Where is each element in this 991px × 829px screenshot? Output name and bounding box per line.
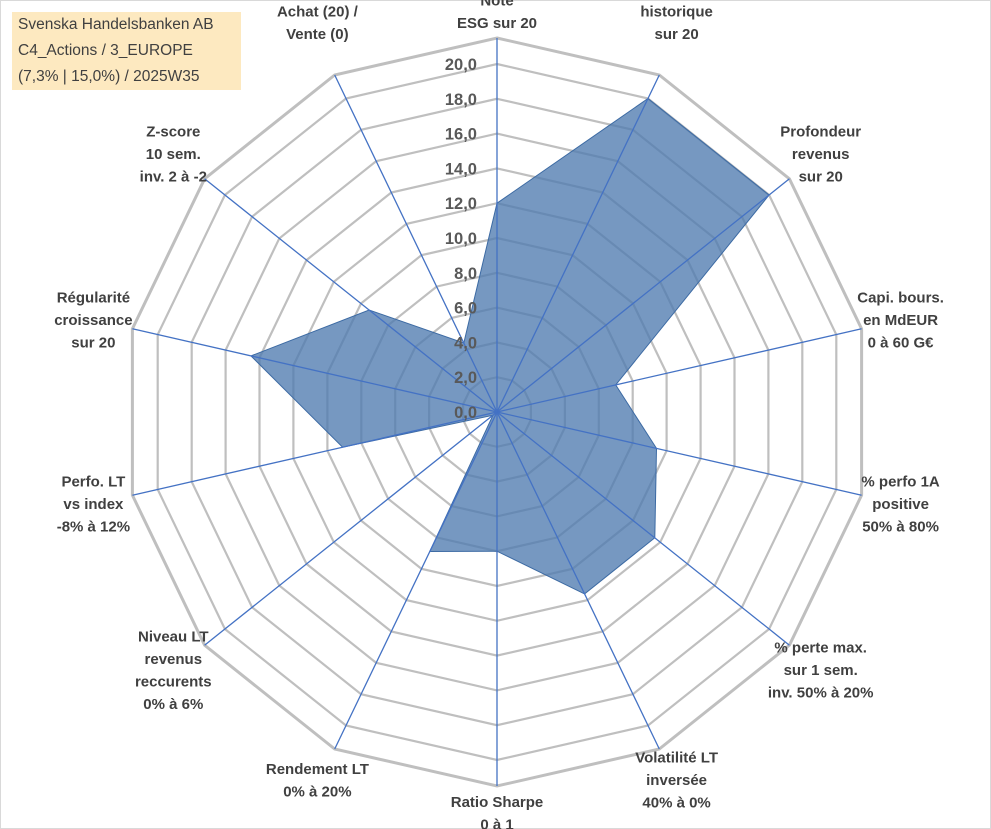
axis-label: MomentumAchat (20) /Vente (0) (277, 4, 359, 44)
axis-spoke (204, 178, 498, 413)
axis-label-line: 50% à 80% (862, 519, 939, 536)
axis-label-line: croissance (54, 312, 132, 329)
axis-label-line: -8% à 12% (57, 519, 130, 536)
axis-label-line: sur 20 (71, 334, 115, 351)
axis-label-line: Vente (0) (286, 26, 349, 43)
tick-label: 2,0 (454, 369, 477, 387)
chart-title-line-3: (7,3% | 15,0%) / 2025W35 (18, 68, 200, 85)
axis-label-line: sur 1 sem. (784, 662, 858, 679)
axis-label-line: vs index (63, 496, 124, 513)
axis-label-line: Perfo. LT (61, 474, 125, 491)
axis-label-line: Achat (20) / (277, 4, 359, 21)
tick-label: 6,0 (454, 300, 477, 318)
axis-label: Z-score 10 sem. inv. 2 à -2 (140, 123, 207, 185)
chart-title-box: Svenska Handelsbanken AB C4_Actions / 3_… (12, 12, 241, 90)
radar-axis-labels: Note ESG sur 20 Profondeur historique sur 20… (54, 0, 944, 829)
axis-label-line: % perfo 1A (861, 474, 940, 491)
radar-axes (132, 38, 862, 786)
axis-spoke (334, 74, 498, 413)
axis-label-line: sur 20 (654, 26, 698, 43)
axis-label-line: Z-score (146, 123, 200, 140)
axis-label-line: Volatilité LT (635, 750, 718, 767)
axis-spoke (496, 411, 790, 646)
tick-label: 20,0 (445, 56, 477, 74)
axis-label-line: Rendement LT (266, 761, 369, 778)
axis-spoke (496, 328, 862, 413)
axis-label-line: ESG sur 20 (457, 15, 537, 32)
axis-label: Profondeurhistoriquesur 20 (640, 4, 713, 44)
tick-label: 0,0 (454, 404, 477, 422)
axis-label-line: Profondeur (780, 123, 861, 140)
axis-spoke (204, 411, 498, 646)
axis-label-line: Note (480, 0, 513, 10)
axis-label-line: sur 20 (799, 168, 843, 185)
axis-label-line: inv. 50% à 20% (768, 685, 874, 702)
tick-label: 14,0 (445, 160, 477, 178)
tick-label: 18,0 (445, 91, 477, 109)
axis-spoke (496, 178, 790, 413)
axis-label-line: 0 à 1 (480, 816, 513, 829)
axis-label: Niveau LT revenus reccurents 0% à 6% (135, 628, 212, 713)
axis-label-line: Régularité (57, 289, 130, 306)
axis-label: Perfo. LT vs index -8% à 12% (57, 474, 130, 536)
axis-label-line: 0% à 6% (143, 696, 203, 713)
axis-label-line: Capi. bours. (857, 289, 944, 306)
axis-label-line: revenus (792, 146, 850, 163)
radar-tick-labels: 0,0 2,0 4,0 6,0 8,0 10,0 12,0 14,0 16,0 18,0 20,0 (445, 56, 477, 422)
axis-label-line: inversée (646, 772, 707, 789)
tick-label: 12,0 (445, 195, 477, 213)
axis-spoke (132, 328, 498, 413)
axis-label-line: 40% à 0% (642, 795, 710, 812)
axis-label: Ratio Sharpe 0 à 1 (451, 794, 544, 829)
tick-label: 10,0 (445, 230, 477, 248)
axis-label-line: Niveau LT (138, 628, 209, 645)
axis-spoke (334, 411, 498, 750)
axis-label-line: % perte max. (774, 640, 867, 657)
axis-spoke (496, 411, 660, 750)
axis-label: Capi. bours. en MdEUR 0 à 60 G€ (857, 289, 944, 351)
axis-label: Volatilité LT inversée 40% à 0% (635, 750, 718, 812)
axis-spoke (132, 411, 498, 496)
axis-label-line: en MdEUR (863, 312, 938, 329)
axis-label: % perfo 1A positive 50% à 80% (861, 474, 940, 536)
axis-label-line: inv. 2 à -2 (140, 168, 207, 185)
axis-label: Rendement LT 0% à 20% (266, 761, 369, 801)
axis-label: % perte max. sur 1 sem. inv. 50% à 20% (768, 640, 874, 702)
axis-label-line: historique (640, 4, 713, 21)
chart-title-line-2: C4_Actions / 3_EUROPE (18, 42, 193, 59)
tick-label: 4,0 (454, 334, 477, 352)
axis-label-line: revenus (145, 651, 203, 668)
chart-title-line-1: Svenska Handelsbanken AB (18, 16, 214, 33)
axis-label-line: 10 sem. (146, 146, 201, 163)
axis-label-line: positive (872, 496, 929, 513)
axis-label: Régularité croissance sur 20 (54, 289, 132, 351)
axis-label-line: reccurents (135, 673, 212, 690)
axis-spoke (496, 74, 660, 413)
axis-label-line: Ratio Sharpe (451, 794, 544, 811)
axis-label-line: 0 à 60 G€ (868, 334, 935, 351)
axis-label: Note ESG sur 20 (457, 0, 537, 32)
axis-label: Profondeur revenus sur 20 (780, 123, 861, 185)
axis-spoke (496, 411, 862, 496)
axis-label-line: 0% à 20% (283, 783, 351, 800)
tick-label: 8,0 (454, 265, 477, 283)
tick-label: 16,0 (445, 126, 477, 144)
